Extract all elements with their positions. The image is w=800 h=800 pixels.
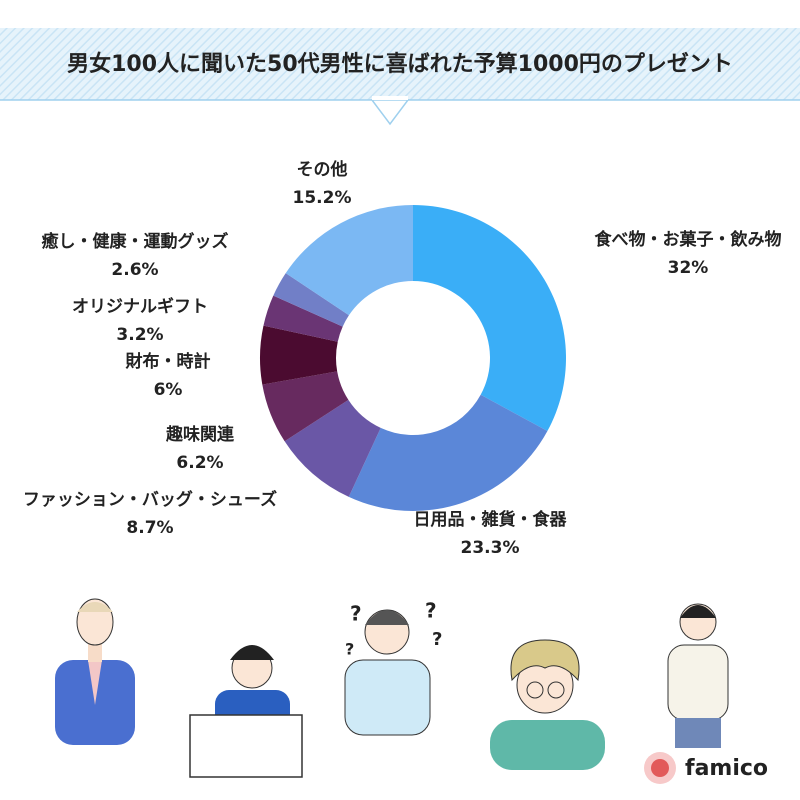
category-label: ファッション・バッグ・シューズ <box>23 489 277 510</box>
value-label: 32% <box>668 258 709 278</box>
category-label: 日用品・雑貨・食器 <box>414 509 568 530</box>
svg-text:?: ? <box>345 640 354 659</box>
category-label: その他 <box>297 159 348 180</box>
svg-text:?: ? <box>432 629 442 650</box>
logo: famico <box>644 752 768 784</box>
donut-slice <box>262 371 349 442</box>
svg-text:?: ? <box>350 602 362 626</box>
category-label: 食べ物・お菓子・飲み物 <box>595 229 782 250</box>
category-label: 財布・時計 <box>125 351 211 372</box>
donut-slice <box>285 205 413 316</box>
value-label: 23.3% <box>461 538 520 558</box>
category-label: 癒し・健康・運動グッズ <box>42 231 229 252</box>
value-label: 8.7% <box>126 518 173 538</box>
value-label: 15.2% <box>293 188 352 208</box>
svg-text:?: ? <box>425 599 437 623</box>
donut <box>260 205 566 511</box>
illustrations: ???? <box>55 598 729 778</box>
value-label: 3.2% <box>116 325 163 345</box>
value-label: 6.2% <box>176 453 223 473</box>
value-label: 6% <box>154 380 183 400</box>
illustration: ???? <box>344 599 442 736</box>
illustration <box>189 645 303 778</box>
donut-slice <box>273 273 349 327</box>
donut-slice <box>284 399 381 497</box>
title-banner <box>0 28 800 126</box>
value-label: 2.6% <box>111 260 158 280</box>
category-label: 趣味関連 <box>165 424 235 445</box>
donut-slice <box>263 295 343 342</box>
illustration <box>490 639 605 770</box>
donut-slice <box>413 205 566 432</box>
logo-text: famico <box>685 756 768 781</box>
donut-slice <box>348 394 548 511</box>
donut-slice <box>260 325 338 385</box>
chart-title: 男女100人に聞いた50代男性に喜ばれた予算1000円のプレゼント <box>67 51 733 77</box>
category-label: オリジナルギフト <box>72 297 208 317</box>
illustration <box>55 598 135 745</box>
illustration <box>667 603 729 748</box>
